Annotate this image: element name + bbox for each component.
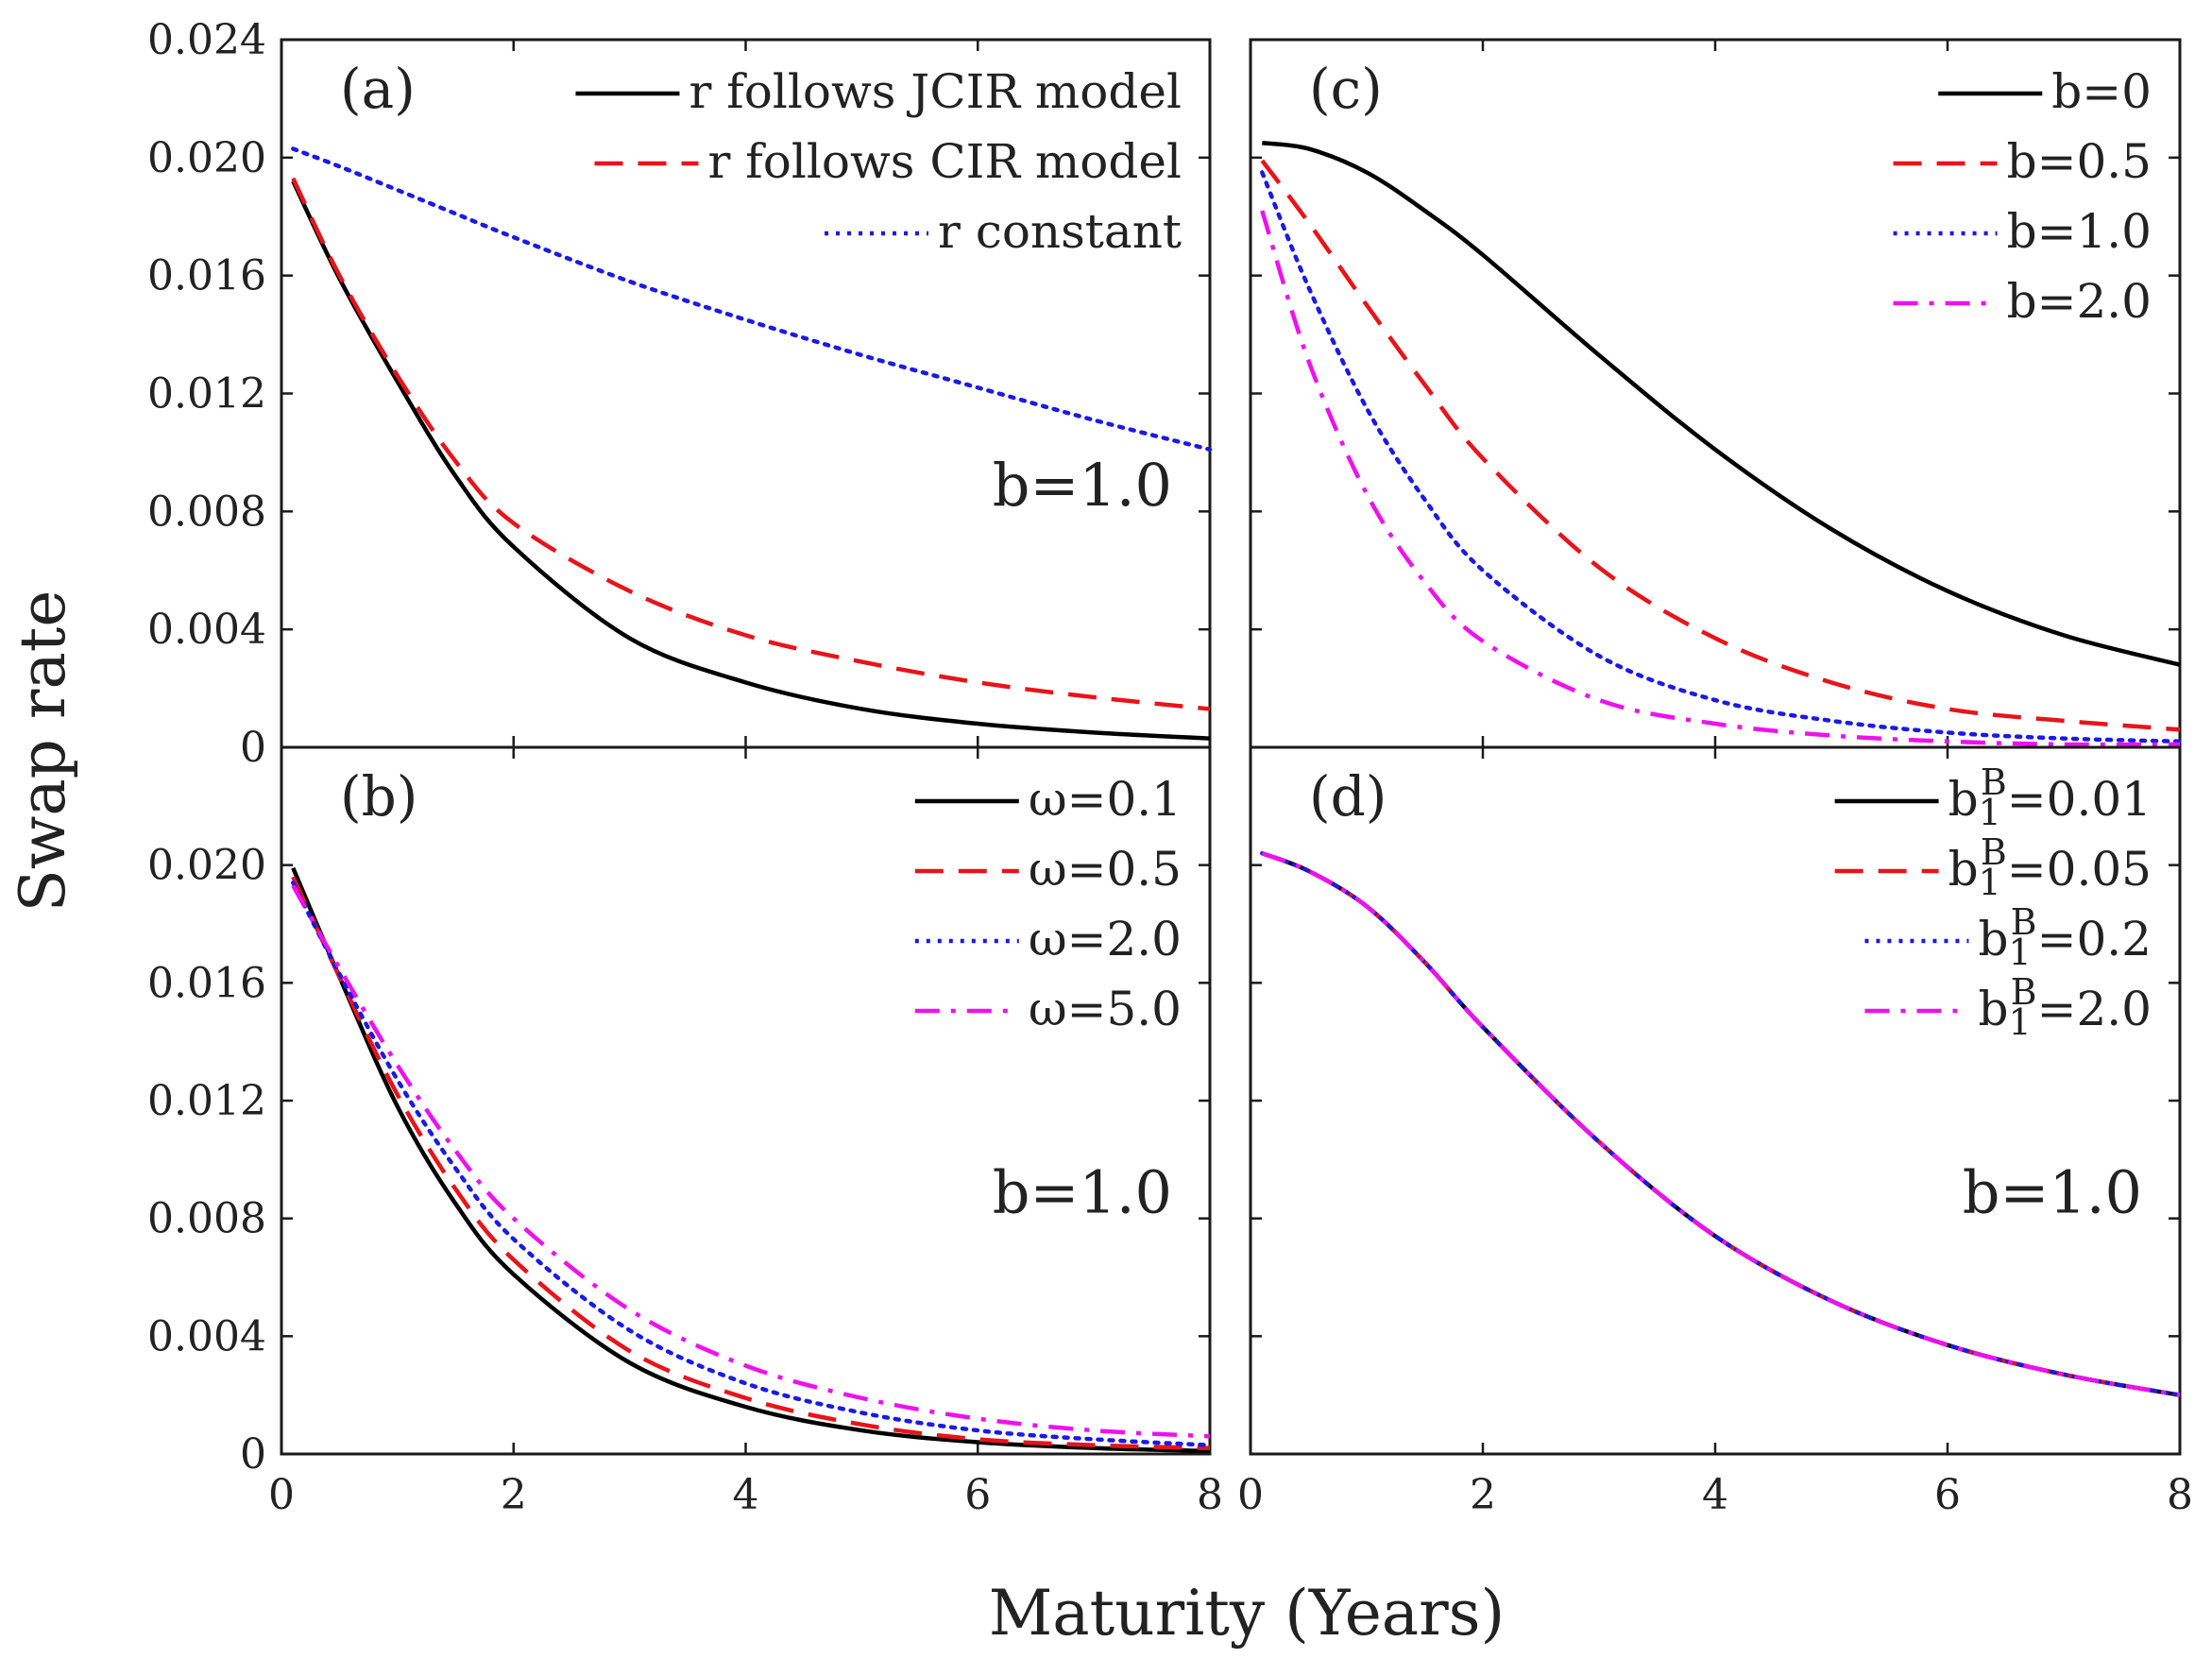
legend-label: ω=0.5 xyxy=(1029,842,1182,897)
series-line-a-0 xyxy=(291,180,1211,741)
panel-label: (c) xyxy=(1309,57,1383,121)
legend-label: ω=5.0 xyxy=(1029,982,1182,1036)
y-tick-label: 0 xyxy=(240,724,266,772)
annotation-b: b=1.0 xyxy=(1963,1157,2142,1226)
y-tick-label: 0.004 xyxy=(147,1312,266,1360)
panel-label: (a) xyxy=(340,57,416,121)
series-line-c-2 xyxy=(1260,170,2183,744)
legend-label: b=2.0 xyxy=(2007,274,2152,329)
plot-frame xyxy=(1249,745,2182,1456)
panel-b: 0 2 4 6 8 0 0.004 0.008 0.012 0.016 0.020 (b) ω=0.1 ω… xyxy=(147,745,1223,1519)
plot-frame xyxy=(1249,38,2182,749)
series-line-a-1 xyxy=(291,177,1211,711)
legend-label: b=0.5 xyxy=(2007,134,2152,189)
x-tick-label: 0 xyxy=(268,1471,295,1519)
y-tick-label: 0.016 xyxy=(147,959,266,1007)
y-axis-label: Swap rate xyxy=(7,590,79,913)
x-axis-label: Maturity (Years) xyxy=(989,1577,1506,1650)
panel-label: (b) xyxy=(340,764,417,829)
legend-label: r follows JCIR model xyxy=(689,64,1182,119)
y-tick-label: 0.016 xyxy=(147,252,266,300)
legend-label: b=0 xyxy=(2051,64,2152,119)
plot-frame xyxy=(280,745,1212,1456)
series-line-b-2 xyxy=(291,881,1213,1447)
legend-label: r constant xyxy=(938,204,1182,259)
annotation-b: b=1.0 xyxy=(993,451,1172,520)
legend-label: b1B=0.2 xyxy=(1978,901,2152,973)
panel-a: 0 0.004 0.008 0.012 0.016 0.020 0.024 (a) r foll… xyxy=(147,16,1213,772)
panel-label: (d) xyxy=(1309,764,1387,829)
x-tick-label: 4 xyxy=(733,1471,759,1519)
y-tick-label: 0.024 xyxy=(147,16,266,64)
series-line-c-0 xyxy=(1262,140,2181,667)
y-tick-label: 0.008 xyxy=(147,487,266,536)
series-line-c-3 xyxy=(1260,210,2181,747)
legend-label: b1B=2.0 xyxy=(1978,971,2152,1043)
legend-label: b1B=0.01 xyxy=(1948,761,2152,833)
series-line-a-2 xyxy=(291,146,1213,453)
y-tick-label: 0.012 xyxy=(147,1077,266,1125)
y-tick-label: 0.012 xyxy=(147,370,266,419)
y-tick-label: 0.008 xyxy=(147,1195,266,1243)
legend-label: r follows CIR model xyxy=(708,134,1183,189)
x-tick-label: 6 xyxy=(1934,1471,1961,1519)
y-tick-label: 0.004 xyxy=(147,606,266,654)
legend-label: b1B=0.05 xyxy=(1948,831,2152,903)
series-line-c-1 xyxy=(1260,159,2181,732)
x-tick-label: 2 xyxy=(501,1471,527,1519)
x-tick-label: 8 xyxy=(1197,1471,1223,1519)
legend-label: ω=2.0 xyxy=(1029,912,1182,966)
x-tick-label: 0 xyxy=(1237,1471,1264,1519)
x-tick-label: 4 xyxy=(1702,1471,1728,1519)
x-tick-label: 2 xyxy=(1470,1471,1496,1519)
legend-label: ω=0.1 xyxy=(1029,772,1182,827)
plot-frame xyxy=(280,38,1212,749)
series-line-d-3 xyxy=(1261,851,2181,1397)
y-tick-label: 0.020 xyxy=(147,842,266,890)
x-tick-label: 8 xyxy=(2167,1471,2193,1519)
series-line-b-3 xyxy=(291,884,1211,1439)
y-tick-label: 0.020 xyxy=(147,134,266,182)
series-line-b-0 xyxy=(291,866,1211,1454)
y-tick-label: 0 xyxy=(240,1430,266,1479)
legend-label: b=1.0 xyxy=(2007,204,2152,259)
panel-c: (c) b=0 b=0.5 b=1.0 b=2.0 xyxy=(1249,38,2183,749)
x-tick-label: 6 xyxy=(964,1471,991,1519)
annotation-b: b=1.0 xyxy=(993,1157,1172,1226)
series-line-d-1 xyxy=(1261,851,2181,1397)
